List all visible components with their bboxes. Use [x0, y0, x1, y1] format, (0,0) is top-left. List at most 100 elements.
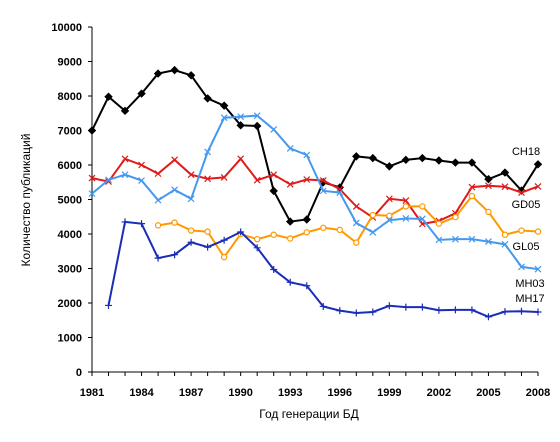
- data-point: [485, 238, 492, 246]
- data-point: [237, 155, 245, 163]
- data-point: [138, 161, 145, 169]
- data-point: [418, 303, 426, 311]
- data-point: [434, 156, 444, 165]
- data-point: [287, 235, 294, 242]
- data-point: [368, 153, 378, 163]
- data-point: [88, 190, 96, 198]
- data-point: [120, 106, 130, 116]
- data-point: [253, 235, 261, 243]
- data-point: [203, 94, 212, 103]
- series-label-gl05: GL05: [513, 241, 540, 253]
- data-point: [137, 89, 146, 98]
- data-point: [386, 212, 393, 219]
- data-point: [352, 309, 360, 317]
- y-tick-label: 0: [76, 367, 82, 379]
- data-point: [352, 152, 361, 161]
- data-point: [451, 306, 459, 314]
- data-point: [87, 126, 97, 135]
- y-tick-label: 9000: [58, 57, 82, 69]
- data-point: [187, 195, 195, 203]
- data-point: [534, 308, 542, 316]
- data-point: [534, 228, 542, 235]
- data-point: [138, 220, 146, 228]
- data-point: [501, 308, 509, 316]
- data-point: [319, 187, 327, 195]
- data-point: [154, 170, 162, 178]
- x-tick-label: 2008: [526, 387, 550, 399]
- series-label-mh17: MH17: [515, 293, 544, 305]
- data-point: [385, 216, 393, 224]
- data-point: [385, 162, 394, 171]
- data-point: [220, 114, 228, 122]
- data-point: [533, 160, 543, 169]
- data-point: [154, 196, 162, 204]
- data-point: [253, 112, 261, 120]
- data-point: [468, 235, 476, 243]
- data-point: [418, 153, 427, 163]
- data-point: [485, 182, 492, 190]
- x-tick-label: 1999: [377, 387, 401, 399]
- data-point: [286, 145, 294, 152]
- data-point: [204, 243, 212, 251]
- data-point: [402, 197, 410, 204]
- axes: [88, 26, 539, 376]
- data-point: [220, 236, 228, 244]
- data-point: [485, 208, 492, 216]
- y-tick-label: 7000: [58, 126, 82, 138]
- data-point: [369, 308, 377, 316]
- data-point: [468, 306, 476, 314]
- y-tick-labels: 0 1000 2000 3000 4000 5000 6000 7000 8000 9000 100…: [51, 22, 82, 379]
- data-point: [105, 301, 113, 309]
- data-point: [270, 171, 278, 179]
- y-tick-label: 2000: [58, 298, 82, 310]
- series-mh03: [88, 112, 542, 273]
- data-point: [451, 158, 460, 167]
- x-tick-label: 1990: [228, 387, 252, 399]
- data-point: [286, 217, 295, 226]
- data-point: [435, 236, 443, 244]
- data-point: [154, 222, 162, 229]
- x-axis-title: Год генерации БД: [259, 407, 359, 421]
- data-point: [518, 189, 525, 197]
- series-group: [87, 65, 543, 321]
- data-point: [270, 266, 278, 274]
- data-point: [104, 92, 113, 101]
- data-point: [303, 229, 310, 236]
- y-tick-label: 4000: [58, 229, 82, 241]
- y-axis-title: Количество публикаций: [19, 134, 33, 267]
- data-point: [501, 183, 509, 191]
- data-point: [385, 195, 393, 203]
- data-point: [286, 180, 294, 188]
- data-point: [435, 220, 443, 227]
- data-point: [534, 265, 542, 273]
- data-point: [269, 186, 278, 196]
- data-point: [171, 219, 178, 226]
- data-point: [319, 177, 327, 184]
- x-tick-label: 2002: [427, 387, 451, 399]
- series-line: [91, 69, 539, 223]
- data-point: [270, 126, 278, 133]
- data-point: [369, 211, 377, 219]
- series-line: [91, 157, 539, 226]
- data-point: [385, 302, 393, 310]
- data-point: [187, 171, 195, 179]
- series-label-ch18: CH18: [512, 146, 540, 158]
- data-point: [435, 306, 443, 314]
- data-point: [237, 228, 245, 236]
- data-point: [402, 215, 410, 222]
- series-gl05: [154, 192, 542, 261]
- data-point: [187, 238, 195, 246]
- data-point: [204, 228, 211, 235]
- series-line: [107, 220, 539, 318]
- data-point: [153, 69, 163, 78]
- data-point: [320, 224, 327, 231]
- data-point: [186, 71, 196, 80]
- y-tick-label: 5000: [58, 195, 82, 207]
- data-point: [187, 227, 195, 234]
- data-point: [204, 148, 212, 156]
- data-point: [517, 307, 525, 315]
- x-tick-label: 1981: [80, 387, 104, 399]
- x-tick-label: 2005: [476, 387, 500, 399]
- y-tick-label: 1000: [58, 333, 82, 345]
